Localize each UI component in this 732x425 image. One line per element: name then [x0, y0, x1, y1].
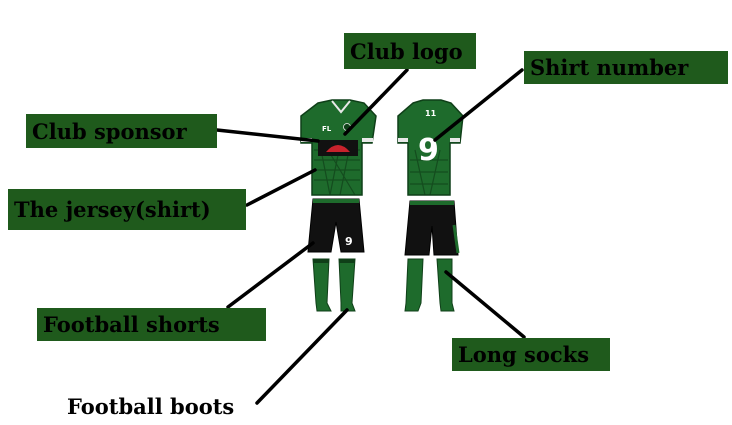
- label-football-shorts: Football shorts: [37, 308, 266, 341]
- leader-lines: [215, 68, 526, 405]
- front-collar: [331, 100, 351, 114]
- front-sock-right: [338, 258, 356, 312]
- leader-long-socks: [444, 270, 526, 339]
- leader-club-logo: [343, 68, 409, 136]
- front-shirt-badge: FL: [322, 125, 332, 133]
- back-sock-left: [404, 258, 424, 312]
- front-shorts-waistband: [313, 199, 359, 203]
- back-jersey-pattern: [410, 149, 448, 196]
- back-shorts: [404, 200, 459, 256]
- back-jersey: [397, 99, 464, 196]
- leader-club-sponsor: [215, 128, 320, 143]
- back-sock-right: [436, 258, 455, 312]
- back-shirt-number: 9: [418, 133, 439, 168]
- leader-football-shorts: [226, 241, 315, 309]
- label-jersey: The jersey(shirt): [8, 189, 246, 230]
- leader-football-boots: [255, 308, 349, 405]
- leader-shirt-number: [433, 68, 524, 142]
- label-club-logo: Club logo: [344, 33, 476, 69]
- leader-jersey: [245, 168, 317, 207]
- back-sleeve-trim-left: [398, 138, 408, 142]
- back-sleeve-trim-right: [450, 138, 460, 142]
- back-collar-text: 11: [425, 109, 437, 118]
- front-sock-left-band: [313, 259, 329, 263]
- sponsor-logo: [326, 145, 350, 152]
- label-club-sponsor: Club sponsor: [26, 114, 217, 148]
- back-shorts-stripe: [452, 224, 460, 254]
- front-shorts: [307, 198, 365, 253]
- label-long-socks: Long socks: [452, 338, 610, 371]
- front-sleeve-trim-right: [362, 138, 373, 142]
- label-shirt-number: Shirt number: [524, 51, 728, 84]
- front-sock-right-band: [339, 259, 355, 263]
- back-shorts-waistband: [410, 201, 454, 205]
- shorts-number: 9: [345, 235, 353, 248]
- label-football-boots: Football boots: [67, 393, 235, 419]
- front-sock-left: [312, 258, 332, 312]
- back-kit: 11 9: [397, 99, 464, 312]
- front-kit: FL 9: [300, 99, 377, 312]
